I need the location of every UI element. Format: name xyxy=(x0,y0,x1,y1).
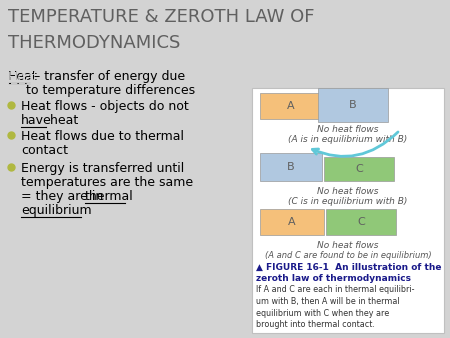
Bar xyxy=(260,153,322,181)
Text: have: have xyxy=(21,114,52,127)
Text: TEMPERATURE & ZEROTH LAW OF: TEMPERATURE & ZEROTH LAW OF xyxy=(8,8,315,26)
Text: B: B xyxy=(287,162,295,172)
Text: thermal: thermal xyxy=(85,190,134,203)
Text: No heat flows: No heat flows xyxy=(317,241,379,250)
Text: Heat flows due to thermal: Heat flows due to thermal xyxy=(21,130,184,143)
Text: A: A xyxy=(288,217,296,227)
Text: = they are in: = they are in xyxy=(21,190,107,203)
Text: Heat: Heat xyxy=(8,70,38,83)
Text: contact: contact xyxy=(21,144,68,157)
Text: equilibrium: equilibrium xyxy=(21,204,92,217)
Text: temperatures are the same: temperatures are the same xyxy=(21,176,193,189)
Text: A: A xyxy=(287,101,295,111)
Text: (A is in equilibrium with B): (A is in equilibrium with B) xyxy=(288,135,408,144)
Text: C: C xyxy=(357,217,365,227)
Text: (C is in equilibrium with B): (C is in equilibrium with B) xyxy=(288,197,408,206)
Bar xyxy=(260,209,324,235)
Text: – transfer of energy due: – transfer of energy due xyxy=(30,70,185,83)
Text: ▲ FIGURE 16-1  An illustration of the: ▲ FIGURE 16-1 An illustration of the xyxy=(256,263,441,272)
Text: to temperature differences: to temperature differences xyxy=(26,84,195,97)
Bar xyxy=(260,93,322,119)
Bar xyxy=(324,157,394,181)
Bar xyxy=(326,209,396,235)
Text: Heat flows - objects do not: Heat flows - objects do not xyxy=(21,100,189,113)
Bar xyxy=(318,88,388,122)
Text: No heat flows: No heat flows xyxy=(317,125,379,134)
Text: ̲H̲e̲a̲t̲: ̲H̲e̲a̲t̲ xyxy=(8,70,38,83)
Bar xyxy=(252,88,444,333)
Text: C: C xyxy=(355,164,363,174)
Text: (A and C are found to be in equilibrium): (A and C are found to be in equilibrium) xyxy=(265,251,431,260)
Text: No heat flows: No heat flows xyxy=(317,187,379,196)
Text: If A and C are each in thermal equilibri-
um with B, then A will be in thermal
e: If A and C are each in thermal equilibri… xyxy=(256,285,414,330)
Text: heat: heat xyxy=(46,114,78,127)
Text: Energy is transferred until: Energy is transferred until xyxy=(21,162,184,175)
Text: THERMODYNAMICS: THERMODYNAMICS xyxy=(8,34,180,52)
Text: B: B xyxy=(349,100,357,110)
Text: zeroth law of thermodynamics: zeroth law of thermodynamics xyxy=(256,274,411,283)
